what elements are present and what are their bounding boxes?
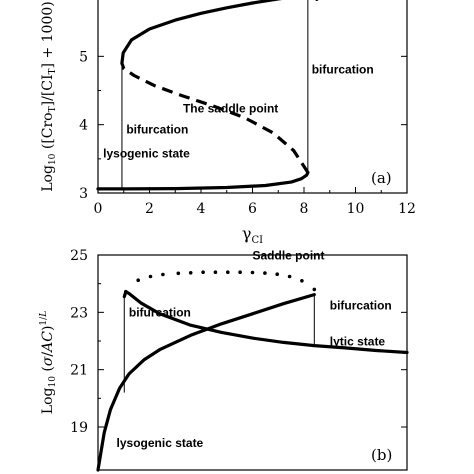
panel-b-annotation: lytic state: [330, 334, 386, 348]
panel-b-saddle-dot: [188, 271, 193, 275]
panel-b-frame: [97, 254, 408, 471]
panel-b-saddle-dot: [148, 274, 153, 279]
panel-a-vline-layer: [121, 0, 309, 189]
panel-a-annotation: lytic state: [312, 0, 368, 1]
panel-a-x-tick-label: 0: [94, 201, 103, 217]
panel-b-saddle-dot: [263, 271, 267, 275]
panel-a-series-solid-2: [120, 0, 283, 65]
panel-a-annotation: bifurcation: [312, 62, 374, 76]
panel-a-annotation: The saddle point: [183, 101, 278, 115]
panel-b-y-tick-label: 25: [70, 248, 88, 264]
panel-b-saddle-dot: [136, 278, 140, 283]
panel-a-x-tick-label: 6: [248, 201, 257, 217]
panel-b-annotation: bifurcation: [129, 306, 191, 320]
panel-a-label: (a): [371, 169, 392, 187]
panel-a-x-tick-label: 10: [347, 201, 365, 217]
panel-a-y-tick-label: 3: [79, 186, 88, 202]
panel-b-annotation: Saddle point: [253, 248, 325, 262]
panel-b-saddle-dot: [312, 287, 317, 292]
panel-a-tick-layer: 3 4 5 0 2 4 6 8 10 12: [79, 49, 416, 217]
panel-a-x-tick-label: 8: [300, 201, 309, 217]
panel-b-saddle-dot: [124, 289, 128, 294]
panel-b-saddle-dot: [213, 270, 218, 275]
panel-b-saddle-dot: [161, 272, 165, 277]
panel-b-saddle-dot: [176, 271, 181, 276]
panel-b-saddle-dot: [201, 270, 205, 275]
panel-b-saddle-dot: [250, 270, 255, 275]
panel-a-x-tick-label: 12: [398, 201, 416, 217]
panel-b-series-solid-0: [122, 290, 409, 355]
panel-b-saddle-dot: [300, 279, 304, 283]
panel-a-annotation: bifurcation: [126, 123, 188, 137]
panel-a-frame: [97, 0, 408, 194]
panel-b-annotation-layer: Saddle point bifurcation bifurcation lytic …: [117, 248, 392, 450]
panel-a-x-tick-label: 4: [197, 201, 206, 217]
panel-b-saddle-dot: [226, 270, 230, 275]
panel-b-y-tick-label: 23: [70, 305, 88, 321]
panel-a: 3 4 5 0 2 4 6 8 10 12 lytic state bifurcation The s…: [40, 0, 416, 246]
panel-b-saddle-dot: [275, 272, 280, 277]
panel-b-saddle-dot: [238, 270, 242, 275]
panel-a-series-layer: [96, 0, 310, 191]
panel-a-y-tick-label: 5: [79, 49, 88, 65]
panel-b-annotation: lysogenic state: [117, 436, 204, 450]
panel-a-series-solid-0: [96, 170, 310, 191]
panel-b-annotation: bifurcation: [330, 298, 392, 312]
panel-b-y-axis-label: Log10 (σ/AC)1/L: [39, 311, 58, 414]
panel-b-series-layer: [96, 270, 409, 472]
panel-b-y-tick-label: 21: [70, 363, 88, 379]
panel-a-x-axis-label: γCI: [242, 224, 263, 246]
panel-a-y-axis-label: Log10 ([CroT]/[CIT] + 1000): [40, 1, 58, 191]
panel-a-annotation-layer: lytic state bifurcation The saddle point bi…: [103, 0, 374, 160]
panel-b-saddle-dot: [287, 274, 292, 279]
panel-b: 19 21 23 25 Saddle point bifurcation bifurcat…: [39, 248, 409, 472]
panel-b-series-solid-1: [96, 293, 316, 472]
panel-b-y-tick-label: 19: [70, 420, 88, 436]
panel-a-x-tick-label: 2: [145, 201, 154, 217]
panel-b-label: (b): [371, 446, 392, 464]
panel-a-series-dashed-1: [120, 62, 310, 174]
panel-a-y-tick-label: 4: [79, 118, 88, 134]
panel-b-tick-layer: 19 21 23 25: [70, 248, 407, 436]
panel-a-annotation: lysogenic state: [103, 146, 190, 160]
panel-b-vline-layer: [123, 294, 315, 393]
